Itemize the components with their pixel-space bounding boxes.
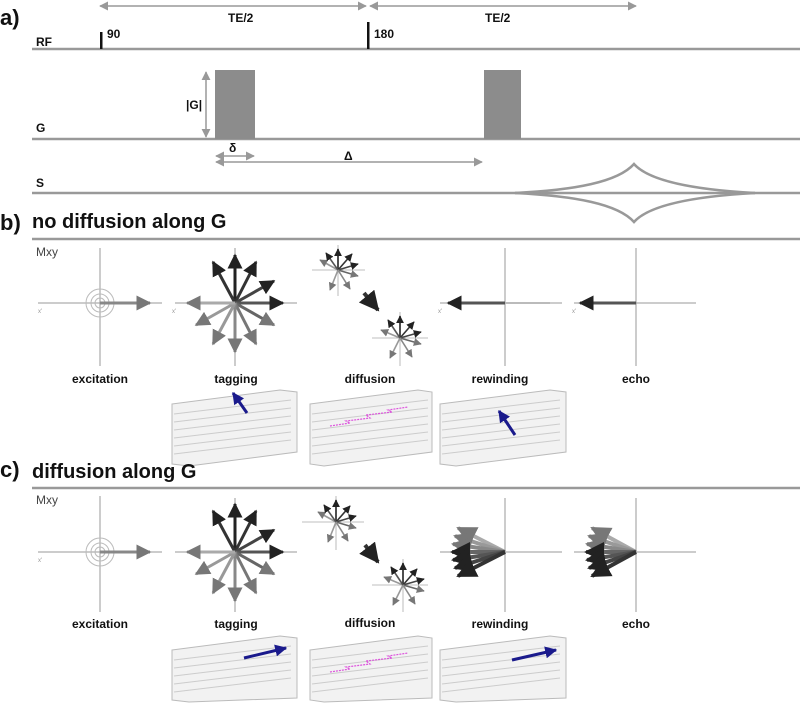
c-diffusion-plot [302, 496, 428, 612]
c-excitation-plot: x' [38, 496, 162, 612]
c-step-echo: echo [622, 617, 650, 631]
b-diffusion-plot [312, 245, 428, 366]
b-step-diffusion: diffusion [345, 372, 396, 386]
c-step-diffusion: diffusion [345, 616, 396, 630]
svg-text:x': x' [438, 309, 442, 315]
echo-signal-upper [514, 162, 756, 195]
rf-180-pulse [367, 22, 370, 49]
diffusion-transition-arrow [358, 289, 380, 312]
b-slab-diffusion [309, 389, 433, 467]
c-motion-arrow-2 [511, 646, 558, 662]
c-slab-diffusion [309, 635, 433, 703]
c-motion-arrow-1 [243, 644, 288, 660]
svg-text:x': x' [572, 309, 576, 315]
panel-b-mxy-label: Mxy [36, 245, 58, 259]
c-step-rewinding: rewinding [472, 617, 529, 631]
b-excitation-plot: x' [38, 248, 162, 366]
b-echo-plot: x' [572, 248, 696, 366]
echo-signal-lower [514, 191, 756, 224]
b-tagging-plot: x' [172, 248, 297, 366]
c-rewinding-plot [440, 498, 562, 612]
svg-text:x': x' [38, 558, 42, 564]
b-step-rewinding: rewinding [472, 372, 529, 386]
panel-a-label: a) [0, 5, 20, 30]
gradient-amplitude-label: |G| [186, 98, 202, 112]
rf-90-label: 90 [107, 27, 121, 41]
svg-text:x': x' [172, 309, 176, 315]
panel-c-title: diffusion along G [32, 461, 196, 483]
rf-track-label: RF [36, 35, 52, 49]
c-step-tagging: tagging [214, 617, 257, 631]
b-motion-arrow-2 [497, 410, 517, 436]
rf-180-label: 180 [374, 27, 394, 41]
delta-large-label: Δ [344, 149, 353, 163]
c-tagging-plot [175, 498, 297, 612]
rf-90-pulse [100, 32, 103, 49]
b-slab-rewinding [439, 389, 567, 467]
panel-c-mxy-label: Mxy [36, 493, 58, 507]
panel-c-label: c) [0, 457, 20, 482]
s-track-label: S [36, 176, 44, 190]
delta-small-label: δ [229, 141, 236, 155]
b-step-excitation: excitation [72, 372, 128, 386]
c-echo-plot [574, 498, 696, 612]
panel-b: b) no diffusion along G Mxy x' excitatio… [0, 210, 800, 467]
c-slab-rewinding [439, 635, 567, 703]
b-slab-tagging [171, 389, 298, 467]
c-diffusion-path [329, 652, 409, 673]
g-track-label: G [36, 121, 45, 135]
c-slab-tagging [171, 635, 298, 703]
b-diffusion-path [329, 406, 409, 427]
panel-b-label: b) [0, 210, 21, 235]
b-step-echo: echo [622, 372, 650, 386]
b-step-tagging: tagging [214, 372, 257, 386]
panel-b-title: no diffusion along G [32, 211, 226, 233]
svg-text:x': x' [38, 309, 42, 315]
gradient-lobe-2 [484, 70, 521, 139]
gradient-lobe-1 [215, 70, 255, 139]
b-rewinding-plot: x' [438, 248, 562, 366]
te-half-1-label: TE/2 [228, 11, 254, 25]
panel-a: a) TE/2 TE/2 RF 90 180 G |G| δ Δ S [0, 1, 800, 224]
c-step-excitation: excitation [72, 617, 128, 631]
panel-c: c) diffusion along G Mxy x' excitation [0, 457, 800, 703]
b-motion-arrow-1 [231, 392, 249, 414]
te-half-2-label: TE/2 [485, 11, 511, 25]
